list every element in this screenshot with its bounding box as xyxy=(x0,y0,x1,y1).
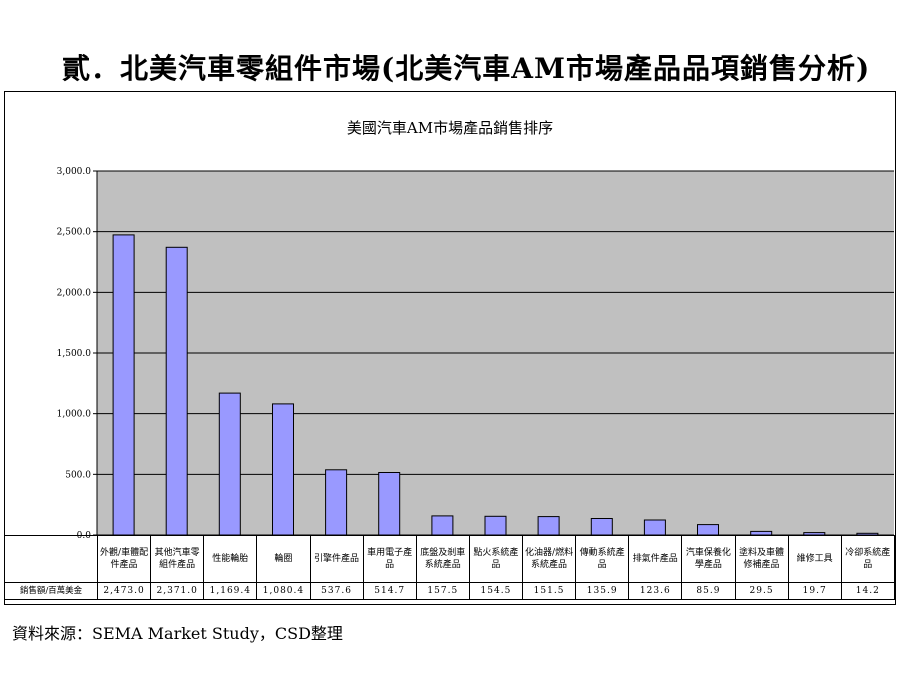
y-tick-label: 2,000.0 xyxy=(57,288,92,298)
gridlines xyxy=(93,170,894,536)
value-label: 1,080.4 xyxy=(256,582,311,600)
source-note: 資料來源：SEMA Market Study，CSD整理 xyxy=(12,624,343,643)
value-label: 157.5 xyxy=(415,582,470,600)
value-label: 151.5 xyxy=(521,582,577,600)
value-label: 85.9 xyxy=(681,582,736,600)
value-label: 154.5 xyxy=(468,582,524,600)
bar xyxy=(218,392,241,536)
category-label: 引擎件產品 xyxy=(309,535,364,583)
category-label: 車用電子產品 xyxy=(362,535,417,583)
value-label: 135.9 xyxy=(575,582,630,600)
bar xyxy=(856,532,879,536)
category-label: 外觀/車體配件產品 xyxy=(96,535,152,583)
bar xyxy=(590,518,613,536)
y-tick-label: 1,000.0 xyxy=(57,410,92,420)
y-tick-label: 2,500.0 xyxy=(57,228,92,238)
value-label: 14.2 xyxy=(840,582,895,600)
category-label: 傳動系統產品 xyxy=(575,535,630,583)
bar xyxy=(272,403,294,536)
bar xyxy=(697,524,719,536)
y-axis-ticks: 0.0500.01,000.01,500.02,000.02,500.03,00… xyxy=(57,167,92,541)
bar xyxy=(643,519,666,536)
bar xyxy=(378,472,401,536)
bar xyxy=(803,532,826,536)
value-label: 19.7 xyxy=(787,582,842,600)
data-table: 外觀/車體配件產品 其他汽車零組件產品 性能輪胎 輪圈 引擎件產品 車用電子產品 底盤及剎車… xyxy=(4,535,895,600)
category-label: 其他汽車零組件產品 xyxy=(150,535,205,583)
category-label: 排氣件產品 xyxy=(628,535,683,583)
bar xyxy=(431,515,454,536)
category-label: 點火系統產品 xyxy=(468,535,524,583)
value-label: 2,473.0 xyxy=(96,582,152,600)
value-label: 29.5 xyxy=(734,582,789,600)
value-label: 514.7 xyxy=(362,582,417,600)
bar xyxy=(537,516,560,536)
value-label: 2,371.0 xyxy=(150,582,205,600)
category-label: 化油器/燃料系統產品 xyxy=(521,535,577,583)
chart-title: 美國汽車AM市場產品銷售排序 xyxy=(346,119,554,137)
table-corner-cell xyxy=(4,535,98,583)
y-tick-label: 500.0 xyxy=(65,470,91,480)
category-label: 底盤及剎車系統產品 xyxy=(415,535,470,583)
value-label: 123.6 xyxy=(628,582,683,600)
bar xyxy=(484,515,507,536)
y-tick-label: 1,500.0 xyxy=(57,349,92,359)
category-row: 外觀/車體配件產品 其他汽車零組件產品 性能輪胎 輪圈 引擎件產品 車用電子產品 底盤及剎車… xyxy=(4,535,895,583)
slide-title: 貳．北美汽車零組件市場(北美汽車AM市場產品品項銷售分析) xyxy=(62,52,871,85)
category-label: 維修工具 xyxy=(787,535,842,583)
series-label: 銷售額/百萬美金 xyxy=(4,582,98,600)
bar xyxy=(165,246,188,536)
y-tick-label: 3,000.0 xyxy=(57,167,92,177)
category-label: 冷卻系統產品 xyxy=(840,535,895,583)
category-label: 塗料及車體修補產品 xyxy=(734,535,789,583)
bar xyxy=(325,469,348,536)
bars xyxy=(112,234,879,536)
category-label: 汽車保養化學產品 xyxy=(681,535,736,583)
value-row: 銷售額/百萬美金 2,473.0 2,371.0 1,169.4 1,080.4 537… xyxy=(4,582,895,600)
category-label: 輪圈 xyxy=(256,535,311,583)
value-label: 537.6 xyxy=(309,582,364,600)
bar xyxy=(112,234,135,536)
value-label: 1,169.4 xyxy=(203,582,258,600)
category-label: 性能輪胎 xyxy=(203,535,258,583)
